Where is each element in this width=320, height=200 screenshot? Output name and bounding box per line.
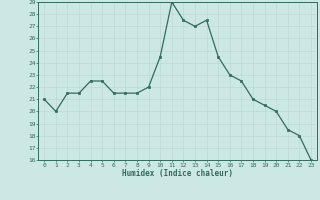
X-axis label: Humidex (Indice chaleur): Humidex (Indice chaleur): [122, 169, 233, 178]
